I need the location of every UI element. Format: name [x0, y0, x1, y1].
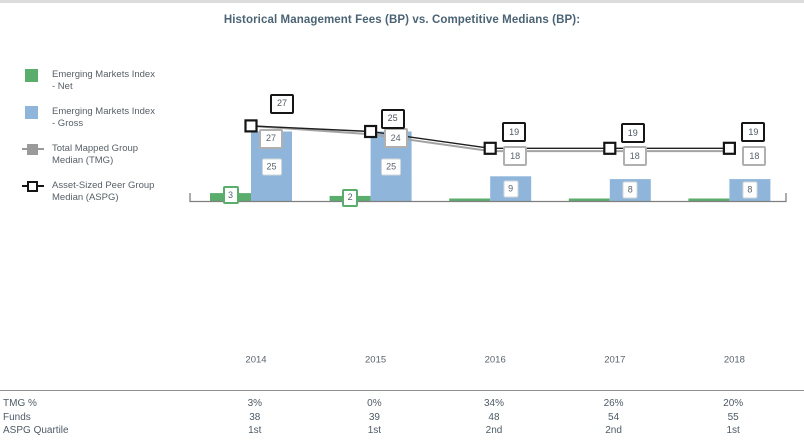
aspg-label-2014: 27 [269, 93, 295, 114]
aspg-marker-2016 [483, 141, 497, 155]
aspg-label-2016: 19 [502, 122, 527, 143]
legend-label-aspg: Asset-Sized Peer Group Median (ASPG) [52, 180, 154, 204]
legend-item-gross: Emerging Markets Index - Gross [24, 106, 155, 130]
gray-square-line-icon [22, 143, 44, 156]
legend-label-line: - Net [52, 81, 73, 92]
table-cell: 3% [247, 398, 263, 409]
table-cell: 1st [726, 425, 740, 436]
table-row-label: ASPG Quartile [3, 425, 69, 436]
gross-label-2018: 8 [742, 181, 758, 199]
aspg-marker-2014 [244, 119, 258, 133]
aspg-marker-2015 [364, 124, 378, 139]
legend-label-line: Asset-Sized Peer Group [52, 180, 155, 191]
legend-label-line: - Gross [52, 118, 84, 129]
aspg-marker-2018 [722, 141, 737, 155]
legend-label-line: Total Mapped Group [52, 143, 139, 154]
gross-label-2016: 9 [503, 180, 519, 198]
legend: Emerging Markets Index - Net Emerging Ma… [22, 69, 155, 204]
x-axis [189, 193, 787, 203]
table-row-aspg-quartile: ASPG Quartile 1st 1st 2nd 2nd 1st [0, 424, 804, 438]
chart-area: 3 25 27 27 2 25 24 25 9 18 19 8 18 19 8 18 19 2014 2015 201… [0, 3, 804, 387]
legend-label-line: Emerging Markets Index [52, 106, 155, 117]
aspg-label-2018: 19 [741, 122, 766, 143]
table-cell: 2nd [485, 425, 503, 436]
chart-title: Historical Management Fees (BP) vs. Comp… [223, 14, 581, 26]
legend-label-line: Median (TMG) [52, 155, 114, 166]
legend-label-net: Emerging Markets Index - Net [52, 69, 155, 93]
tmg-label-2017: 18 [622, 146, 647, 167]
table-cell: 55 [727, 411, 739, 423]
legend-item-net: Emerging Markets Index - Net [24, 69, 155, 93]
aspg-label-2017: 19 [620, 123, 645, 144]
table-cell: 39 [368, 411, 380, 423]
x-axis-label-2015: 2015 [365, 354, 387, 366]
table-row-funds: Funds 38 39 48 54 55 [0, 411, 804, 425]
legend-label-tmg: Total Mapped Group Median (TMG) [52, 143, 138, 167]
table-cell: 0% [367, 398, 382, 409]
open-square-line-icon [22, 180, 44, 193]
legend-item-tmg: Total Mapped Group Median (TMG) [22, 143, 155, 167]
table-cell: 54 [608, 411, 620, 423]
legend-label-gross: Emerging Markets Index - Gross [52, 106, 155, 130]
x-axis-label-2017: 2017 [604, 354, 626, 366]
table-cell: 34% [483, 398, 504, 409]
bar-net-2017 [568, 198, 610, 202]
tmg-label-2014: 27 [258, 128, 284, 149]
table-cell: 48 [488, 411, 500, 423]
table-cell: 26% [603, 398, 624, 409]
aspg-label-2015: 25 [380, 108, 405, 129]
tmg-label-2015: 24 [383, 128, 408, 149]
gross-label-2015: 25 [381, 158, 402, 175]
table-cell: 1st [367, 425, 382, 436]
x-axis-label-2014: 2014 [245, 354, 267, 366]
table-row-label: TMG % [3, 398, 37, 409]
x-axis-label-2018: 2018 [723, 354, 745, 366]
blue-square-icon [24, 106, 44, 119]
x-axis-label-2016: 2016 [484, 354, 506, 366]
gross-label-2014: 25 [261, 158, 282, 175]
bar-net-2018 [688, 198, 730, 202]
summary-table: TMG % 3% 0% 34% 26% 20% Funds 38 39 48 5… [0, 390, 804, 438]
net-label-2015: 2 [342, 188, 359, 207]
legend-label-line: Median (ASPG) [52, 192, 119, 203]
table-cell: 1st [248, 425, 262, 436]
aspg-marker-2017 [603, 141, 617, 155]
net-label-2014: 3 [222, 186, 239, 205]
legend-item-aspg: Asset-Sized Peer Group Median (ASPG) [22, 180, 155, 204]
table-cell: 20% [723, 398, 744, 409]
bar-net-2016 [449, 198, 491, 202]
table-row-label: Funds [3, 411, 31, 423]
tmg-label-2016: 18 [503, 146, 528, 167]
table-cell: 38 [249, 411, 261, 423]
tmg-label-2018: 18 [742, 146, 767, 167]
table-cell: 2nd [605, 425, 622, 436]
table-row-tmg-pct: TMG % 3% 0% 34% 26% 20% [0, 397, 804, 411]
green-square-icon [24, 69, 44, 82]
legend-label-line: Emerging Markets Index [52, 69, 155, 80]
gross-label-2017: 8 [622, 181, 638, 199]
chart-canvas [189, 119, 787, 203]
